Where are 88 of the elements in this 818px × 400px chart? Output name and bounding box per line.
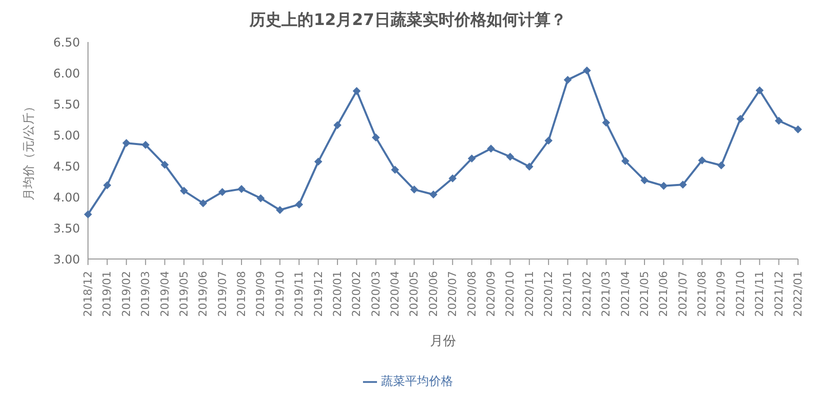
point [506,152,514,161]
x-tick-label: 2021/07 [676,271,690,317]
x-tick-label: 2021/05 [638,271,651,317]
x-tick-label: 2019/04 [158,271,172,317]
point [678,180,687,189]
x-tick-label: 2019/09 [254,271,268,317]
x-tick-label: 2021/06 [657,271,670,317]
x-tick-label: 2021/02 [580,271,594,317]
x-tick-label: 2021/09 [714,271,728,317]
y-tick-label: 5.50 [53,97,80,112]
x-tick-label: 2019/12 [312,271,325,317]
x-tick-label: 2019/02 [120,271,133,317]
y-tick-label: 4.50 [53,159,80,174]
point [640,176,648,184]
point [698,156,706,164]
x-tick-label: 2019/08 [235,271,248,317]
x-tick-label: 2021/04 [618,271,632,317]
point [218,188,226,196]
x-tick-label: 2019/05 [177,271,190,317]
point [410,186,418,194]
x-tick-label: 2020/11 [522,271,536,317]
x-tick-label: 2021/03 [600,271,613,317]
y-axis-title: 月均价（元/公斤） [21,100,36,201]
y-tick-label: 4.00 [53,190,80,204]
point [468,154,476,163]
point [756,86,764,94]
point [84,210,92,218]
point [429,190,438,199]
x-tick-label: 2022/01 [792,271,804,317]
y-tick-label: 5.00 [53,128,80,142]
point [448,174,457,182]
point [525,162,534,171]
x-tick-label: 2021/11 [753,271,766,317]
x-tick-label: 2020/03 [369,271,382,317]
x-tick-label: 2020/07 [446,271,460,317]
x-tick-label: 2019/01 [100,271,114,317]
point [295,200,304,208]
point [564,76,572,84]
x-tick-label: 2021/10 [734,271,747,317]
x-tick-label: 2021/01 [561,271,574,317]
point [621,157,630,166]
point [276,206,284,214]
point [314,158,322,166]
point [142,140,150,149]
x-tick-label: 2020/09 [484,271,498,317]
legend-label: 蔬菜平均价格 [381,374,453,388]
point [391,166,400,174]
y-tick-label: 3.50 [53,221,80,236]
point [180,186,188,195]
x-tick-label: 2019/03 [139,271,152,317]
point [717,161,726,170]
point [238,184,246,193]
x-tick-label: 2019/11 [292,271,306,317]
x-tick-label: 2020/10 [504,271,517,317]
x-tick-label: 2018/12 [82,271,94,317]
point [333,121,342,130]
x-tick-label: 2020/12 [542,271,556,317]
x-tick-label: 2021/08 [696,271,709,317]
x-tick-label: 2019/10 [273,271,286,317]
x-tick-label: 2020/06 [426,271,440,317]
point [794,125,802,134]
point [774,116,783,125]
x-axis-title: 月份 [430,334,456,349]
x-tick-label: 2020/04 [388,271,402,317]
point [582,66,591,75]
point [199,199,208,208]
x-tick-label: 2020/08 [465,271,478,317]
point [103,181,112,190]
point [372,133,380,142]
x-tick-label: 2020/01 [330,271,344,317]
point [256,194,265,202]
chart-title: 历史上的12月27日蔬菜实时价格如何计算？ [248,9,568,31]
point [736,114,744,123]
point [160,160,169,169]
point [352,86,361,95]
point [544,136,553,145]
point [122,139,130,148]
y-tick-label: 6.50 [53,35,80,50]
y-tick-label: 6.00 [53,66,80,80]
point [486,144,495,153]
x-tick-label: 2019/06 [196,271,210,317]
y-tick-label: 3.00 [53,252,80,266]
x-tick-label: 2019/07 [216,271,229,317]
x-tick-label: 2021/12 [772,271,786,317]
x-tick-label: 2020/02 [350,271,364,317]
point [602,118,610,127]
point [660,182,668,190]
x-tick-label: 2020/05 [408,271,421,317]
